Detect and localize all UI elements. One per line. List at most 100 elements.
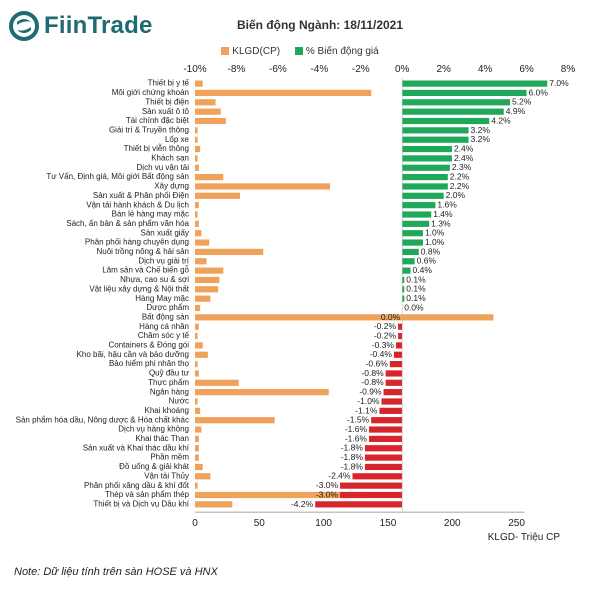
- price-change-bar: [402, 80, 548, 87]
- volume-bar: [195, 370, 199, 377]
- price-change-data-label: 4.9%: [506, 106, 526, 116]
- bottom-axis-label: KLGD- Triệu CP: [488, 532, 561, 543]
- price-change-data-label: 1.6%: [437, 200, 457, 210]
- price-change-bar: [398, 332, 403, 340]
- volume-bar: [195, 426, 202, 433]
- volume-bar: [195, 491, 369, 499]
- bottom-axis-tick-label: 50: [254, 518, 266, 529]
- category-label: Thiết bị và Dịch vụ Dầu khí: [93, 499, 189, 508]
- category-label: Sản xuất và Khai thác dầu khí: [83, 443, 190, 452]
- volume-bar: [195, 332, 198, 340]
- volume-bar: [195, 174, 224, 181]
- volume-bar: [195, 342, 203, 349]
- category-label: Thực phẩm: [148, 378, 189, 387]
- volume-bar: [195, 304, 201, 312]
- price-change-bar: [398, 323, 403, 330]
- category-label: Bán lẻ hàng may mặc: [112, 210, 189, 219]
- volume-bar: [195, 323, 199, 330]
- chart-title: Biến động Ngành: 18/11/2021: [236, 18, 404, 32]
- volume-bar: [195, 258, 207, 265]
- chart-legend: KLGD(CP) % Biến động giá: [0, 46, 600, 57]
- price-change-bar: [352, 473, 403, 480]
- price-change-bar: [402, 230, 423, 237]
- legend-item-volume: KLGD(CP): [221, 46, 280, 57]
- volume-bar: [195, 379, 239, 386]
- category-label: Sản phẩm hóa dầu, Nông dược & Hóa chất k…: [16, 415, 189, 424]
- category-label: Khai thác Than: [135, 434, 189, 443]
- price-change-bar: [402, 155, 452, 162]
- price-change-data-label: -0.2%: [374, 330, 397, 340]
- price-change-bar: [379, 407, 403, 414]
- price-change-bar: [315, 501, 403, 508]
- price-change-bar: [402, 117, 490, 125]
- price-change-data-label: -3.0%: [316, 480, 339, 490]
- volume-bar: [195, 230, 202, 237]
- footnote: Note: Dữ liệu tính trên sàn HOSE và HNX: [14, 566, 218, 578]
- price-change-bar: [385, 379, 403, 386]
- price-change-bar: [402, 192, 444, 199]
- category-label: Dược phẩm: [146, 303, 189, 312]
- price-change-data-label: -0.6%: [366, 359, 389, 369]
- price-change-bar: [396, 342, 403, 349]
- top-axis-tick-label: 2%: [436, 64, 451, 75]
- price-change-bar: [402, 183, 448, 190]
- price-change-data-label: 4.2%: [491, 115, 511, 125]
- category-label: Môi giới chứng khoán: [112, 88, 189, 97]
- volume-bar: [195, 314, 494, 321]
- category-label: Xây dựng: [154, 182, 189, 191]
- price-change-bar: [402, 286, 405, 293]
- volume-bar: [195, 389, 329, 396]
- price-change-bar: [364, 454, 403, 461]
- volume-bar: [195, 155, 198, 162]
- price-change-data-label: 7.0%: [549, 78, 569, 88]
- price-change-data-label: 0.1%: [406, 293, 426, 303]
- price-change-data-label: 2.4%: [454, 143, 474, 153]
- top-axis-tick-label: 0%: [395, 64, 410, 75]
- price-change-data-label: -1.5%: [347, 415, 370, 425]
- category-label: Kho bãi, hậu cần và bảo dưỡng: [77, 350, 189, 359]
- category-label: Thiết bị viễn thông: [124, 144, 189, 153]
- price-change-data-label: 2.2%: [450, 181, 470, 191]
- price-change-data-label: -0.3%: [372, 340, 395, 350]
- volume-bar: [195, 417, 275, 424]
- price-change-data-label: -1.6%: [345, 433, 368, 443]
- price-change-data-label: 1.4%: [433, 209, 453, 219]
- volume-bar: [195, 192, 241, 199]
- category-label: Bảo hiểm phi nhân thọ: [109, 359, 190, 368]
- top-axis-tick-label: -10%: [183, 64, 206, 75]
- volume-bar: [195, 183, 331, 190]
- category-label: Thiết bị y tế: [148, 79, 190, 88]
- volume-bar: [195, 211, 198, 218]
- price-change-data-label: 0.8%: [421, 246, 441, 256]
- price-change-data-label: 0.4%: [413, 265, 433, 275]
- category-label: Khai khoáng: [145, 406, 189, 415]
- price-change-bar: [402, 99, 510, 106]
- volume-bar: [195, 351, 208, 358]
- price-change-data-label: -1.0%: [357, 396, 380, 406]
- price-change-data-label: 0.0%: [404, 302, 424, 312]
- volume-bar: [195, 248, 264, 255]
- price-change-data-label: 1.0%: [425, 237, 445, 247]
- volume-bar: [195, 398, 198, 405]
- legend-swatch-volume: [221, 47, 230, 56]
- price-change-data-label: -1.1%: [355, 405, 378, 415]
- price-change-bar: [402, 211, 432, 218]
- volume-bar: [195, 164, 199, 171]
- price-change-bar: [364, 463, 403, 471]
- category-label: Bất động sản: [142, 312, 189, 321]
- legend-label-price-change: % Biến động giá: [305, 46, 379, 57]
- category-label: Phần mềm: [150, 453, 189, 462]
- volume-bar: [195, 145, 201, 153]
- price-change-bar: [402, 145, 452, 153]
- category-label: Dịch vụ hàng không: [118, 425, 189, 434]
- volume-bar: [195, 239, 210, 246]
- volume-bar: [195, 463, 203, 471]
- volume-bar: [195, 473, 211, 480]
- category-label: Sản xuất giấy: [141, 228, 189, 237]
- category-label: Tài chính đặc biệt: [126, 116, 190, 125]
- price-change-data-label: 0.1%: [406, 274, 426, 284]
- bottom-axis-tick-label: 200: [444, 518, 461, 529]
- volume-bar: [195, 407, 201, 414]
- volume-bar: [195, 286, 219, 293]
